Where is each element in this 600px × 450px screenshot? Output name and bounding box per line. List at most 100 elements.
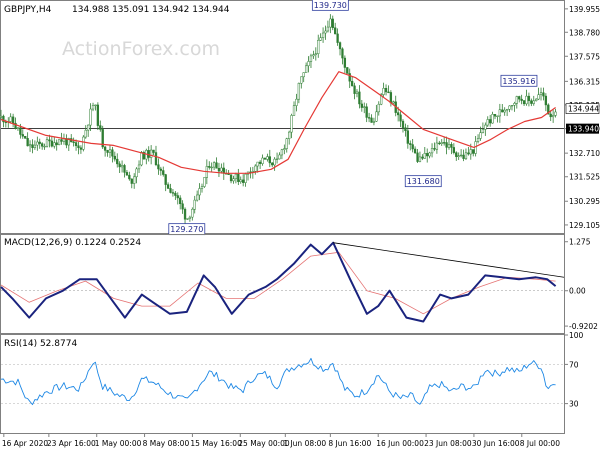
candle-body <box>411 144 414 150</box>
candle-body <box>96 104 100 126</box>
candle-body <box>278 154 281 160</box>
candle-body <box>343 57 347 68</box>
candle-body <box>476 138 480 142</box>
candle-body <box>295 98 298 106</box>
candle-body <box>125 172 129 176</box>
candle-body <box>244 173 247 183</box>
candle-body <box>229 174 233 182</box>
current-price-label: 134.944 <box>568 105 599 114</box>
candle-body <box>50 140 54 147</box>
candle-body <box>399 114 402 122</box>
candle-body <box>123 165 126 173</box>
candle-body <box>31 144 34 148</box>
candle-body <box>304 65 308 73</box>
candle-body <box>493 114 497 117</box>
x-tick-label: 1 Jun 08:00 <box>283 439 326 448</box>
rsi-tick-label: 30 <box>569 400 579 409</box>
candle-body <box>459 154 463 157</box>
candle-body <box>455 152 458 157</box>
candle-body <box>443 142 446 144</box>
current-price-box <box>565 103 600 114</box>
candle-body <box>554 111 557 116</box>
symbol-label: GBPJPY,H4 <box>4 5 52 15</box>
candle-body <box>84 129 87 138</box>
candle-body <box>9 116 12 122</box>
candle-body <box>438 142 441 145</box>
candle-body <box>317 40 320 54</box>
candle-body <box>169 188 172 193</box>
candle-body <box>258 161 262 164</box>
price-markers: 134.944 133.940 <box>565 103 600 134</box>
candle-body <box>387 91 390 93</box>
candle-body <box>542 92 545 97</box>
candle-body <box>26 138 29 147</box>
candle-body <box>191 208 194 218</box>
candle-body <box>319 37 322 41</box>
candle-body <box>188 216 192 219</box>
candle-body <box>353 85 356 94</box>
candle-body <box>280 149 284 156</box>
candle-body <box>120 165 124 168</box>
price-annotation-box <box>500 74 538 87</box>
candle-body <box>217 168 221 172</box>
x-tick-label: 16 Jun 00:00 <box>376 439 424 448</box>
macd-trendline <box>333 242 565 278</box>
rsi-line <box>0 357 556 406</box>
candle-body <box>532 100 535 104</box>
macd-tick-label: 1.275 <box>569 238 591 247</box>
candle-body <box>365 106 368 118</box>
price-tick-label: 138.780 <box>569 28 600 37</box>
candle-body <box>181 203 184 210</box>
price-annotation-box <box>404 175 442 188</box>
candle-body <box>450 144 453 148</box>
x-tick-label: 25 May 00:00 <box>238 439 290 448</box>
rsi-main-line <box>0 357 556 406</box>
candle-body <box>118 163 121 168</box>
candle-body <box>41 143 44 147</box>
candle-body <box>423 153 426 159</box>
candle-body <box>157 164 160 170</box>
price-panel: GBPJPY,H4 134.988 135.091 134.942 134.94… <box>0 0 600 236</box>
macd-panel-frame <box>0 234 565 334</box>
candle-body <box>232 178 235 182</box>
candle-body <box>263 157 267 160</box>
rsi-y-axis: 100 70 30 <box>1 331 584 409</box>
candle-body <box>101 129 104 148</box>
candle-body <box>162 170 165 175</box>
ohlc-label: 134.988 135.091 134.942 134.944 <box>72 5 230 15</box>
candle-body <box>489 119 492 124</box>
candle-body <box>140 152 143 166</box>
candle-body <box>67 138 70 146</box>
candle-body <box>174 192 177 196</box>
candle-body <box>111 149 114 157</box>
candle-body <box>108 149 112 153</box>
candle-body <box>166 184 170 189</box>
candle-body <box>421 156 424 159</box>
candle-body <box>547 104 550 115</box>
candle-body <box>496 115 499 117</box>
candle-body <box>89 108 92 126</box>
candle-body <box>82 136 85 150</box>
candle-body <box>227 173 230 175</box>
candle-body <box>242 179 245 183</box>
candle-body <box>360 103 363 108</box>
candle-body <box>510 104 514 107</box>
price-tick-label: 131.525 <box>569 173 600 182</box>
candle-body <box>418 156 422 162</box>
candle-body <box>433 148 436 150</box>
candle-body <box>74 142 78 147</box>
candle-body <box>350 80 354 87</box>
candle-body <box>200 186 204 189</box>
candle-body <box>409 143 412 145</box>
candle-body <box>300 76 303 84</box>
candle-body <box>501 109 504 113</box>
candle-body <box>498 109 502 117</box>
candle-body <box>38 141 41 144</box>
candle-body <box>486 119 489 126</box>
candle-body <box>338 42 342 50</box>
candle-body <box>137 164 141 170</box>
candle-body <box>520 98 523 101</box>
rsi-label: RSI(14) 52.8774 <box>4 339 77 349</box>
candle-body <box>503 109 506 113</box>
